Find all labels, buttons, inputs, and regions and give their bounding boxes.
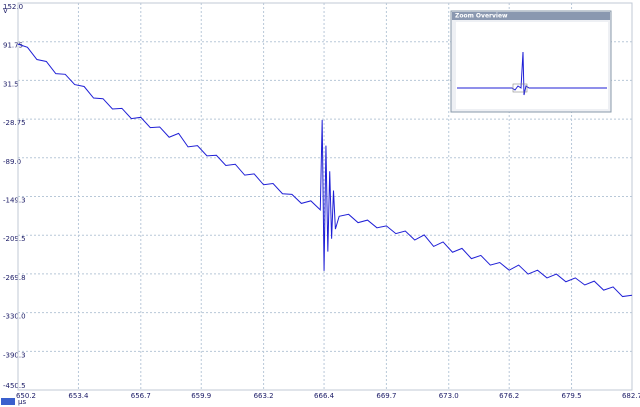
x-tick-label: 650.2 (16, 392, 36, 400)
y-tick-label: -149.3 (3, 197, 26, 205)
y-tick-label: -89.0 (3, 158, 21, 166)
y-tick-label: -450.5 (3, 382, 26, 390)
x-tick-label: 659.9 (191, 392, 211, 400)
ruler-badge[interactable] (1, 398, 15, 405)
inset-plot (456, 22, 608, 109)
y-tick-label: -390.3 (3, 351, 26, 359)
y-tick-label: -28.75 (3, 119, 26, 127)
zoom-overview[interactable]: Zoom Overview (450, 10, 612, 113)
x-tick-label: 656.7 (131, 392, 151, 400)
x-tick-label: 682.7 (622, 392, 640, 400)
x-tick-label: 663.2 (254, 392, 274, 400)
plot-frame (17, 2, 633, 391)
y-tick-label: -330.0 (3, 313, 26, 321)
x-tick-label: 669.7 (376, 392, 396, 400)
y-tick-label: 152.0 (3, 3, 23, 11)
y-tick-label: 31.5 (3, 80, 19, 88)
x-tick-label: 653.4 (68, 392, 89, 400)
x-tick-label: 679.5 (562, 392, 582, 400)
x-unit: μs (18, 398, 26, 406)
waveform (17, 43, 633, 298)
x-tick-label: 676.2 (499, 392, 519, 400)
x-tick-label: 666.4 (314, 392, 335, 400)
x-tick-label: 673.0 (439, 392, 459, 400)
inset-titlebar (452, 12, 610, 20)
inset-zoom-box (512, 83, 528, 93)
y-tick-label: -209.5 (3, 235, 26, 243)
y-tick-label: 91.75 (3, 42, 23, 50)
y-unit: V (3, 7, 8, 15)
inset-trace (457, 51, 607, 96)
inset-title: Zoom Overview (455, 13, 508, 20)
y-tick-label: -269.8 (3, 274, 26, 282)
